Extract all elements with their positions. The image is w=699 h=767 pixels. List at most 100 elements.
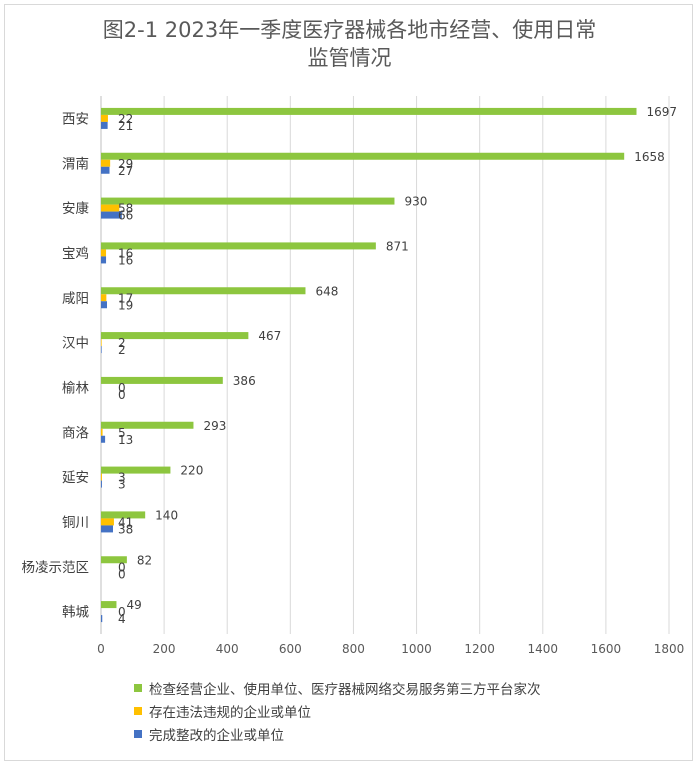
data-label: 22 — [118, 112, 133, 126]
bar — [101, 346, 102, 354]
bar — [101, 421, 194, 429]
bar — [101, 197, 395, 205]
category-label: 商洛 — [62, 425, 89, 441]
bar — [101, 152, 625, 160]
data-label: 3 — [118, 478, 126, 492]
data-label: 0 — [118, 605, 126, 619]
category-label: 汉中 — [62, 336, 89, 352]
x-tick-label: 1600 — [591, 642, 622, 656]
bar — [101, 473, 102, 481]
bar — [101, 525, 113, 533]
data-label: 293 — [203, 419, 226, 433]
bar — [101, 332, 249, 340]
chart-title: 图2-1 2023年一季度医疗器械各地市经营、使用日常 监管情况 — [0, 16, 699, 72]
bar — [101, 211, 122, 219]
x-tick-label: 200 — [153, 642, 176, 656]
bar — [101, 159, 111, 167]
x-tick-label: 800 — [342, 642, 365, 656]
bar — [101, 376, 223, 384]
data-label: 386 — [233, 374, 256, 388]
data-label: 27 — [118, 164, 133, 178]
bar — [101, 301, 107, 309]
x-tick-label: 600 — [279, 642, 302, 656]
chart-title-line-1: 图2-1 2023年一季度医疗器械各地市经营、使用日常 — [102, 18, 597, 42]
category-label: 安康 — [62, 200, 89, 217]
data-label: 3 — [118, 471, 126, 485]
bar — [101, 294, 107, 302]
data-label: 1658 — [634, 150, 665, 164]
data-label: 2 — [118, 336, 126, 350]
bar — [101, 166, 110, 174]
data-label: 66 — [118, 209, 133, 223]
legend-item-rectified: 完成整改的企业或单位 — [134, 722, 541, 745]
bar — [101, 114, 108, 122]
data-label: 220 — [180, 464, 203, 478]
bar — [101, 556, 127, 564]
data-label: 82 — [137, 553, 152, 567]
bar — [101, 518, 114, 526]
legend-label-inspections: 检查经营企业、使用单位、医疗器械网络交易服务第三方平台家次 — [149, 681, 541, 698]
data-label: 871 — [386, 239, 409, 253]
data-label: 4 — [118, 612, 126, 626]
bar — [101, 107, 637, 115]
x-tick-label: 1400 — [528, 642, 559, 656]
bar — [101, 466, 171, 474]
category-label: 西安 — [62, 111, 89, 127]
bar — [101, 249, 107, 257]
category-label: 榆林 — [62, 380, 89, 396]
legend-swatch-inspections — [134, 683, 142, 692]
category-label: 渭南 — [62, 156, 89, 172]
category-label: 延安 — [62, 470, 89, 486]
x-tick-label: 0 — [97, 642, 105, 656]
data-label: 140 — [155, 508, 178, 522]
data-label: 49 — [126, 598, 141, 612]
data-label: 467 — [258, 329, 281, 343]
data-label: 2 — [118, 343, 126, 357]
bar — [101, 435, 106, 443]
data-label: 29 — [118, 157, 133, 171]
bar — [101, 511, 146, 519]
data-label: 930 — [404, 195, 427, 209]
category-label: 铜川 — [62, 515, 89, 531]
bar — [101, 480, 102, 488]
data-label: 19 — [118, 298, 133, 312]
data-label: 1697 — [646, 105, 677, 119]
bar — [101, 339, 102, 347]
chart-legend: 检查经营企业、使用单位、医疗器械网络交易服务第三方平台家次 存在违法违规的企业或… — [134, 676, 541, 745]
data-label: 38 — [118, 522, 133, 536]
legend-label-rectified: 完成整改的企业或单位 — [149, 727, 284, 744]
legend-item-violations: 存在违法违规的企业或单位 — [134, 699, 541, 722]
bar — [101, 287, 306, 295]
data-label: 21 — [118, 119, 133, 133]
bar — [101, 428, 103, 436]
data-label: 5 — [118, 426, 126, 440]
bar — [101, 256, 107, 264]
data-label: 0 — [118, 388, 126, 402]
chart-title-line-2: 监管情况 — [307, 46, 392, 70]
data-label: 16 — [118, 246, 133, 260]
data-label: 41 — [118, 515, 133, 529]
bar — [101, 615, 103, 623]
x-tick-label: 1200 — [464, 642, 495, 656]
category-label: 宝鸡 — [62, 245, 89, 262]
data-label: 13 — [118, 433, 133, 447]
legend-swatch-rectified — [134, 729, 142, 738]
data-label: 0 — [118, 560, 126, 574]
legend-swatch-violations — [134, 706, 142, 715]
x-tick-label: 1000 — [401, 642, 432, 656]
category-label: 韩城 — [62, 605, 89, 621]
legend-item-inspections: 检查经营企业、使用单位、医疗器械网络交易服务第三方平台家次 — [134, 676, 541, 699]
data-label: 0 — [118, 381, 126, 395]
x-tick-label: 400 — [216, 642, 239, 656]
category-label: 杨凌示范区 — [22, 560, 90, 576]
data-label: 16 — [118, 253, 133, 267]
bar — [101, 204, 120, 212]
category-label: 咸阳 — [62, 291, 89, 307]
legend-label-violations: 存在违法违规的企业或单位 — [149, 704, 311, 721]
data-label: 648 — [315, 284, 338, 298]
x-tick-label: 1800 — [654, 642, 685, 656]
bar — [101, 242, 376, 250]
data-label: 0 — [118, 567, 126, 581]
bar — [101, 121, 108, 129]
